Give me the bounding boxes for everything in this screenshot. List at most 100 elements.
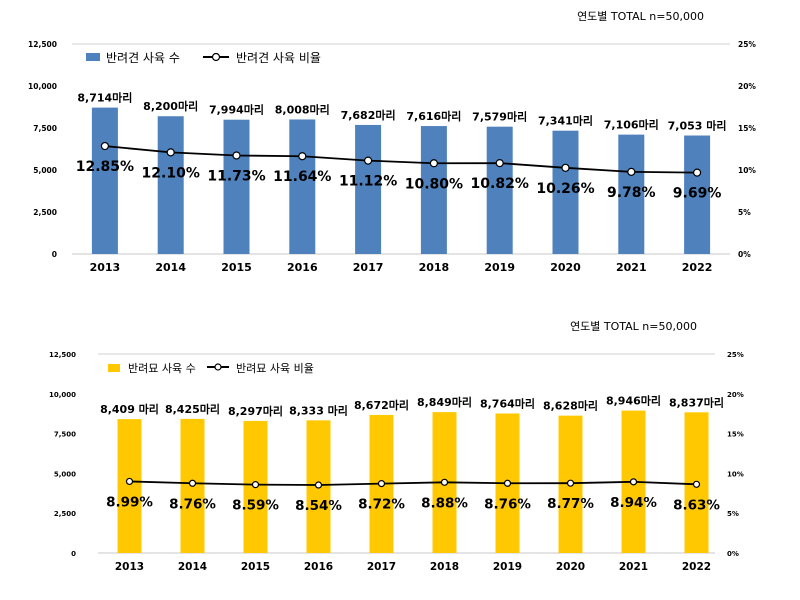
bar (117, 419, 142, 553)
bar-value-label: 7,579마리 (472, 110, 527, 124)
y-tick-label-left: 12,500 (49, 351, 76, 359)
y-tick-label-left: 10,000 (28, 82, 57, 91)
y-tick-label-right: 15% (738, 124, 756, 133)
y-tick-label-right: 10% (727, 470, 744, 478)
x-tick-label: 2020 (550, 261, 581, 274)
bar-value-label: 7,616마리 (406, 109, 461, 123)
line-value-label: 8.72% (358, 497, 405, 513)
line-value-label: 8.88% (421, 495, 468, 511)
line-marker (692, 168, 702, 177)
line-value-label: 12.85% (76, 159, 134, 175)
y-tick-label-right: 0% (738, 250, 751, 259)
line-value-label: 11.64% (273, 169, 331, 185)
y-tick-label-right: 20% (738, 82, 756, 91)
line-marker (166, 148, 175, 157)
line-value-label: 10.82% (471, 176, 529, 192)
y-tick-label-right: 10% (738, 166, 756, 175)
line-marker (377, 479, 386, 488)
line-value-label: 8.94% (610, 495, 657, 511)
line-marker (188, 479, 197, 487)
y-tick-label-right: 20% (727, 391, 744, 399)
y-tick-label-left: 7,500 (54, 431, 76, 439)
y-tick-label-left: 5,000 (54, 470, 76, 478)
line-marker (503, 479, 512, 487)
x-tick-label: 2014 (155, 261, 186, 274)
line-marker (692, 480, 701, 488)
bar-value-label: 8,714마리 (77, 91, 132, 105)
line-marker (627, 167, 636, 176)
y-tick-label-right: 5% (727, 510, 739, 518)
line-marker (629, 478, 638, 486)
x-tick-label: 2017 (353, 261, 384, 274)
line-value-label: 8.77% (547, 496, 594, 512)
bar-value-label: 8,849마리 (417, 395, 472, 409)
bar-value-label: 8,297마리 (228, 404, 283, 418)
x-tick-label: 2018 (430, 561, 459, 573)
line-value-label: 10.26% (536, 181, 594, 197)
line-value-label: 10.80% (405, 176, 463, 192)
y-tick-label-right: 25% (727, 351, 744, 359)
line-marker (566, 479, 575, 487)
line-value-label: 12.10% (142, 165, 200, 181)
bar-value-label: 8,425마리 (165, 402, 220, 416)
header-note: 연도별 TOTAL n=50,000 (577, 10, 704, 23)
legend-swatch-marker (211, 52, 221, 62)
y-tick-label-left: 5,000 (33, 166, 57, 175)
y-tick-label-right: 0% (727, 550, 739, 558)
line-value-label: 8.76% (169, 496, 216, 512)
cat-chart: 연도별 TOTAL n=50,000 반려묘 사육 수 반려묘 사육 비율 0 2… (49, 320, 744, 573)
line-marker (561, 163, 570, 172)
line-value-label: 9.69% (673, 186, 722, 202)
y-tick-label-left: 12,500 (28, 40, 57, 49)
bar (552, 130, 579, 254)
y-tick-label-left: 0 (71, 550, 76, 558)
line-marker (364, 156, 373, 165)
line-value-label: 11.12% (339, 174, 397, 190)
x-tick-label: 2022 (682, 561, 711, 573)
bar-value-label: 8,333 마리 (289, 403, 348, 417)
legend-label-bar: 반려견 사육 수 (106, 51, 180, 65)
x-tick-label: 2020 (556, 561, 585, 573)
line-value-label: 8.76% (484, 496, 531, 512)
legend-label-line: 반려묘 사육 비율 (236, 362, 314, 375)
header-note: 연도별 TOTAL n=50,000 (570, 320, 697, 333)
bar-value-label: 8,672마리 (354, 398, 409, 412)
bar (223, 119, 250, 254)
x-tick-label: 2018 (419, 261, 450, 274)
y-tick-label-left: 10,000 (49, 391, 76, 399)
y-tick-label-left: 2,500 (33, 208, 57, 217)
bar (91, 107, 118, 254)
bar-value-label: 8,764마리 (480, 396, 535, 410)
bar-value-label: 7,682마리 (341, 108, 396, 122)
x-tick-label: 2015 (221, 261, 252, 274)
bar (355, 124, 382, 254)
x-tick-label: 2014 (178, 561, 207, 573)
line-marker (314, 481, 323, 489)
legend-label-bar: 반려묘 사육 수 (128, 362, 196, 375)
line-value-label: 11.73% (207, 168, 265, 184)
bar-value-label: 8,409 마리 (100, 402, 159, 416)
y-tick-label-left: 0 (52, 250, 57, 259)
y-tick-label-left: 7,500 (33, 124, 57, 133)
y-tick-label-right: 5% (738, 208, 751, 217)
line-value-label: 8.63% (673, 497, 720, 513)
bar-value-label: 8,200마리 (143, 99, 198, 113)
y-tick-label-left: 2,500 (54, 510, 76, 518)
x-tick-label: 2015 (241, 561, 270, 573)
bar-value-label: 8,837마리 (669, 395, 724, 409)
bar (420, 126, 447, 254)
bar-value-label: 7,994마리 (209, 103, 264, 117)
line-marker (440, 478, 449, 486)
line-marker (125, 477, 134, 486)
legend: 반려묘 사육 수 반려묘 사육 비율 (108, 362, 314, 375)
legend-swatch-bar (86, 53, 100, 61)
bar (486, 126, 513, 254)
x-tick-label: 2013 (115, 561, 144, 573)
line-marker (251, 481, 260, 489)
bar-value-label: 7,053 마리 (668, 119, 727, 133)
legend: 반려견 사육 수 반려견 사육 비율 (86, 51, 321, 65)
line-value-label: 8.59% (232, 498, 279, 514)
bar (618, 134, 645, 254)
line-marker (298, 152, 307, 161)
legend-label-line: 반려견 사육 비율 (236, 51, 321, 65)
